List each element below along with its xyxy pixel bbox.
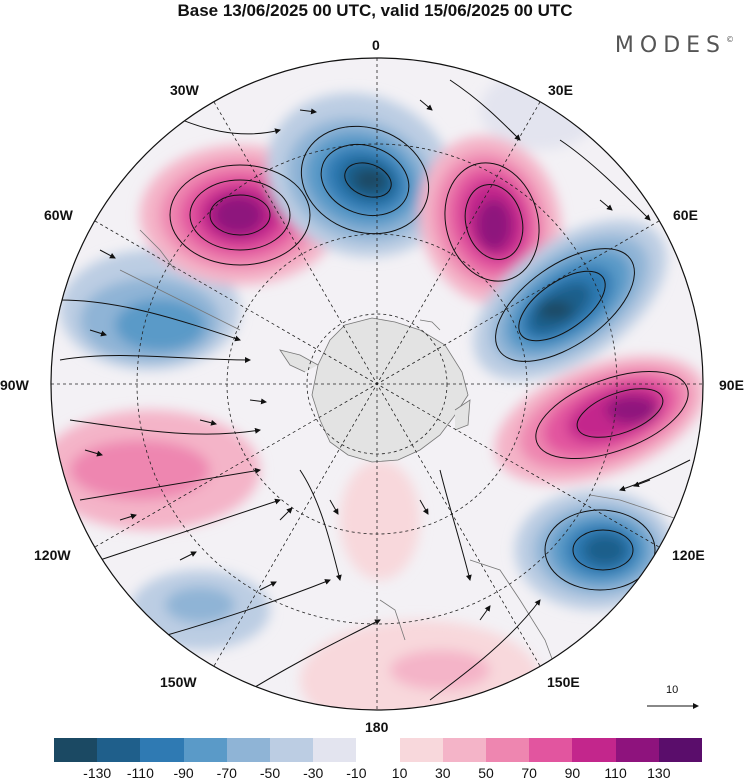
colorbar-swatch bbox=[183, 738, 227, 762]
wind-vectors bbox=[84, 99, 671, 621]
chart-title: Base 13/06/2025 00 UTC, valid 15/06/2025… bbox=[177, 1, 573, 20]
colorbar-swatch bbox=[54, 738, 98, 762]
lon-label-30w: 30W bbox=[170, 82, 199, 98]
colorbar-tick-label: -130 bbox=[83, 765, 112, 781]
lon-label-90w: 90W bbox=[0, 377, 29, 393]
lon-label-150w: 150W bbox=[160, 674, 197, 690]
map-field bbox=[51, 58, 703, 710]
colorbar-tick-label: -70 bbox=[216, 765, 237, 781]
lon-label-120w: 120W bbox=[34, 547, 71, 563]
colorbar-swatch bbox=[442, 738, 487, 762]
colorbar-tick-label: 30 bbox=[435, 765, 451, 781]
colorbar-tick-label: 110 bbox=[604, 765, 627, 781]
brand-name: MODES bbox=[614, 33, 726, 58]
lon-label-60w: 60W bbox=[44, 207, 73, 223]
lon-label-150e: 150E bbox=[547, 674, 580, 690]
lon-label-120e: 120E bbox=[672, 547, 705, 563]
colorbar-tick-label: -10 bbox=[346, 765, 367, 781]
colorbar-tick-label: 10 bbox=[391, 765, 408, 781]
lon-label-0: 0 bbox=[372, 37, 380, 53]
lon-label-30e: 30E bbox=[548, 82, 573, 98]
colorbar-swatch bbox=[97, 738, 141, 762]
lon-label-60e: 60E bbox=[673, 207, 698, 223]
colorbar-tick-label: 70 bbox=[521, 765, 537, 781]
copyright-mark: © bbox=[726, 35, 734, 44]
colorbar-tick-label: 90 bbox=[564, 765, 581, 781]
colorbar-swatch bbox=[140, 738, 184, 762]
colorbar-tick-label: -110 bbox=[126, 765, 154, 781]
vector-reference-label: 10 bbox=[666, 684, 679, 696]
colorbar-swatch bbox=[615, 738, 659, 762]
colorbar-swatch bbox=[356, 738, 400, 762]
colorbar-swatch bbox=[486, 738, 530, 762]
colorbar-tick-label: 130 bbox=[647, 765, 671, 781]
colorbar-ticks: -130 -110 -90 -70 -50 -30 -10 10 30 50 70 90 110 130 bbox=[0, 765, 750, 783]
lon-label-90e: 90E bbox=[719, 377, 744, 393]
colorbar-swatch bbox=[270, 738, 314, 762]
colorbar-swatch bbox=[313, 738, 357, 762]
colorbar-tick-label: -50 bbox=[259, 765, 281, 781]
anomaly-field bbox=[51, 70, 703, 710]
colorbar-swatch bbox=[226, 738, 271, 762]
colorbar-tick-label: 50 bbox=[478, 765, 494, 781]
lon-label-180: 180 bbox=[365, 719, 389, 735]
graticule bbox=[51, 58, 703, 710]
colorbar-tick-label: -90 bbox=[173, 765, 194, 781]
colorbar-swatch bbox=[529, 738, 573, 762]
colorbar-swatch bbox=[572, 738, 616, 762]
modes-logo: MODES© bbox=[615, 33, 734, 58]
streamlines bbox=[59, 79, 691, 701]
colorbar bbox=[54, 738, 703, 762]
colorbar-swatch bbox=[399, 738, 443, 762]
colorbar-tick-label: -30 bbox=[303, 765, 324, 781]
colorbar-swatch bbox=[658, 738, 703, 762]
